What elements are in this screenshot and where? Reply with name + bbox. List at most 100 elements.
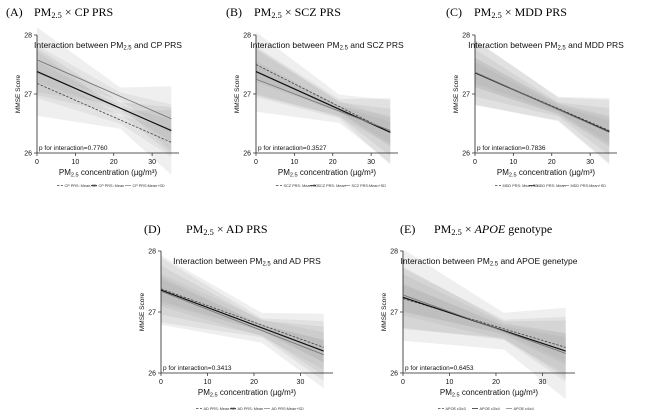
legend-label: CP PRS:Mean+SD bbox=[133, 184, 165, 188]
y-tick-label: 28 bbox=[462, 33, 470, 40]
x-tick-label: 0 bbox=[254, 159, 258, 166]
panel-title: PM2.5 × AD PRS bbox=[186, 222, 268, 237]
y-tick-label: 26 bbox=[148, 371, 156, 378]
panel-title: PM2.5 × CP PRS bbox=[34, 5, 113, 20]
plot-inner-title: Interaction between PM2.5 and MDD PRS bbox=[468, 40, 624, 52]
series-line bbox=[36, 71, 172, 132]
legend-label: APOE ε3/ε3 bbox=[446, 407, 466, 411]
legend-label: SCZ PRS: Mean bbox=[318, 184, 346, 188]
x-tick-label: 0 bbox=[401, 379, 405, 386]
p-interaction: p for interaction=0.7836 bbox=[477, 145, 546, 152]
y-tick-label: 26 bbox=[24, 151, 32, 158]
y-tick-label: 28 bbox=[24, 33, 32, 40]
x-tick-label: 20 bbox=[329, 159, 337, 166]
chart-panel: (B) PM2.5 × SCZ PRS 26 27 28 0 10 20 30 Interacti… bbox=[226, 5, 404, 188]
y-axis-label: MMSE Score bbox=[15, 74, 22, 113]
legend-label: SCZ PRS: Mean-SD bbox=[284, 184, 319, 188]
legend-label: AD PRS:Mean+SD bbox=[272, 407, 304, 411]
y-axis-label: MMSE Score bbox=[234, 74, 241, 113]
chart-panel: (E) PM2.5 × APOE genotype 26 27 28 0 10 20 30 Int… bbox=[381, 222, 578, 411]
y-tick-label: 26 bbox=[243, 151, 251, 158]
legend-label: AD PRS: Mean bbox=[238, 407, 264, 411]
chart-panel: (A) PM2.5 × CP PRS 26 27 28 0 10 20 30 Interactio… bbox=[6, 5, 182, 188]
p-interaction: p for interaction=0.3527 bbox=[258, 145, 327, 152]
series-line bbox=[402, 294, 566, 354]
x-tick-label: 10 bbox=[204, 379, 212, 386]
x-tick-label: 10 bbox=[71, 159, 79, 166]
y-axis-label: MMSE Score bbox=[453, 74, 460, 113]
p-interaction: p for interaction=0.6453 bbox=[405, 365, 474, 372]
plot-inner-title: Interaction between PM2.5 and CP PRS bbox=[34, 40, 182, 52]
y-tick-label: 27 bbox=[462, 92, 470, 99]
panel-letter: (C) bbox=[446, 5, 462, 19]
x-tick-label: 10 bbox=[290, 159, 298, 166]
legend: SCZ PRS: Mean-SD SCZ PRS: Mean SCZ PRS:Mea… bbox=[276, 184, 386, 188]
legend: AD PRS: Mean-SD AD PRS: Mean AD PRS:Mean+S… bbox=[196, 407, 304, 411]
y-axis-label: MMSE Score bbox=[139, 292, 146, 331]
x-tick-label: 30 bbox=[148, 159, 156, 166]
panel-letter: (E) bbox=[400, 222, 415, 236]
x-tick-label: 30 bbox=[297, 379, 305, 386]
confidence-band-inner bbox=[256, 49, 391, 147]
legend-label: MDD PRS: Mean bbox=[537, 184, 566, 188]
x-tick-label: 0 bbox=[473, 159, 477, 166]
panel-title: PM2.5 × APOE genotype bbox=[434, 222, 552, 237]
panel-letter: (A) bbox=[6, 5, 23, 19]
x-tick-label: 0 bbox=[35, 159, 39, 166]
plot-inner-title: Interaction between PM2.5 and APOE genet… bbox=[401, 256, 578, 268]
y-tick-label: 27 bbox=[390, 310, 398, 317]
legend: CP PRS: Mean-SD CP PRS: Mean CP PRS:Mean+S… bbox=[57, 184, 165, 188]
y-tick-label: 28 bbox=[243, 33, 251, 40]
x-tick-label: 10 bbox=[509, 159, 517, 166]
panel-letter: (D) bbox=[144, 222, 161, 236]
legend-label: MDD PRS: Mean-SD bbox=[503, 184, 539, 188]
y-tick-label: 28 bbox=[148, 249, 156, 256]
x-tick-label: 20 bbox=[548, 159, 556, 166]
x-tick-label: 20 bbox=[110, 159, 118, 166]
x-axis-label: PM2.5 concentration (µg/m³) bbox=[497, 168, 596, 179]
x-axis-label: PM2.5 concentration (µg/m³) bbox=[440, 388, 539, 399]
y-tick-label: 26 bbox=[390, 371, 398, 378]
x-tick-label: 10 bbox=[446, 379, 454, 386]
chart-panel: (C) PM2.5 × MDD PRS 26 27 28 0 10 20 30 Interacti… bbox=[446, 5, 624, 188]
x-tick-label: 30 bbox=[367, 159, 375, 166]
x-tick-label: 30 bbox=[586, 159, 594, 166]
p-interaction: p for interaction=0.3413 bbox=[163, 365, 232, 372]
series-line bbox=[474, 71, 610, 133]
series-line bbox=[36, 59, 172, 120]
series-line bbox=[160, 288, 324, 348]
legend-label: CP PRS: Mean bbox=[99, 184, 125, 188]
p-interaction: p for interaction=0.7760 bbox=[39, 145, 108, 152]
y-tick-label: 28 bbox=[390, 249, 398, 256]
legend: APOE ε3/ε3 APOE ε3/ε4 APOE ε4/ε4 bbox=[438, 407, 534, 411]
legend-label: AD PRS: Mean-SD bbox=[204, 407, 237, 411]
legend-label: CP PRS: Mean-SD bbox=[65, 184, 97, 188]
x-tick-label: 30 bbox=[539, 379, 547, 386]
series-line bbox=[160, 290, 324, 356]
legend-label: MDD PRS:Mean+SD bbox=[571, 184, 607, 188]
x-tick-label: 20 bbox=[492, 379, 500, 386]
y-tick-label: 26 bbox=[462, 151, 470, 158]
series-line bbox=[255, 64, 391, 133]
confidence-band bbox=[256, 32, 391, 165]
legend-label: SCZ PRS:Mean+SD bbox=[352, 184, 387, 188]
y-tick-label: 27 bbox=[24, 92, 32, 99]
x-axis-label: PM2.5 concentration (µg/m³) bbox=[59, 168, 158, 179]
y-tick-label: 27 bbox=[243, 92, 251, 99]
series-line bbox=[160, 289, 324, 352]
series-line bbox=[36, 83, 172, 143]
x-tick-label: 20 bbox=[250, 379, 258, 386]
y-tick-label: 27 bbox=[148, 310, 156, 317]
panel-title: PM2.5 × SCZ PRS bbox=[254, 5, 341, 20]
chart-panel: (D) PM2.5 × AD PRS 26 27 28 0 10 20 30 Interactio… bbox=[139, 222, 333, 411]
legend-label: APOE ε3/ε4 bbox=[480, 407, 500, 411]
plot-inner-title: Interaction between PM2.5 and SCZ PRS bbox=[250, 40, 404, 52]
legend-label: APOE ε4/ε4 bbox=[514, 407, 534, 411]
x-axis-label: PM2.5 concentration (µg/m³) bbox=[278, 168, 377, 179]
plot-inner-title: Interaction between PM2.5 and AD PRS bbox=[173, 256, 321, 268]
y-axis-label: MMSE Score bbox=[381, 292, 388, 331]
x-axis-label: PM2.5 concentration (µg/m³) bbox=[198, 388, 297, 399]
series-line bbox=[255, 78, 391, 132]
